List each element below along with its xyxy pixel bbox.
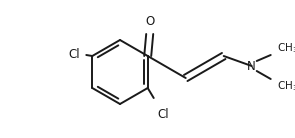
Text: CH$_3$: CH$_3$: [277, 41, 295, 55]
Text: N: N: [247, 59, 256, 72]
Text: Cl: Cl: [158, 108, 169, 121]
Text: Cl: Cl: [69, 47, 80, 60]
Text: O: O: [145, 15, 154, 28]
Text: CH$_3$: CH$_3$: [277, 79, 295, 93]
